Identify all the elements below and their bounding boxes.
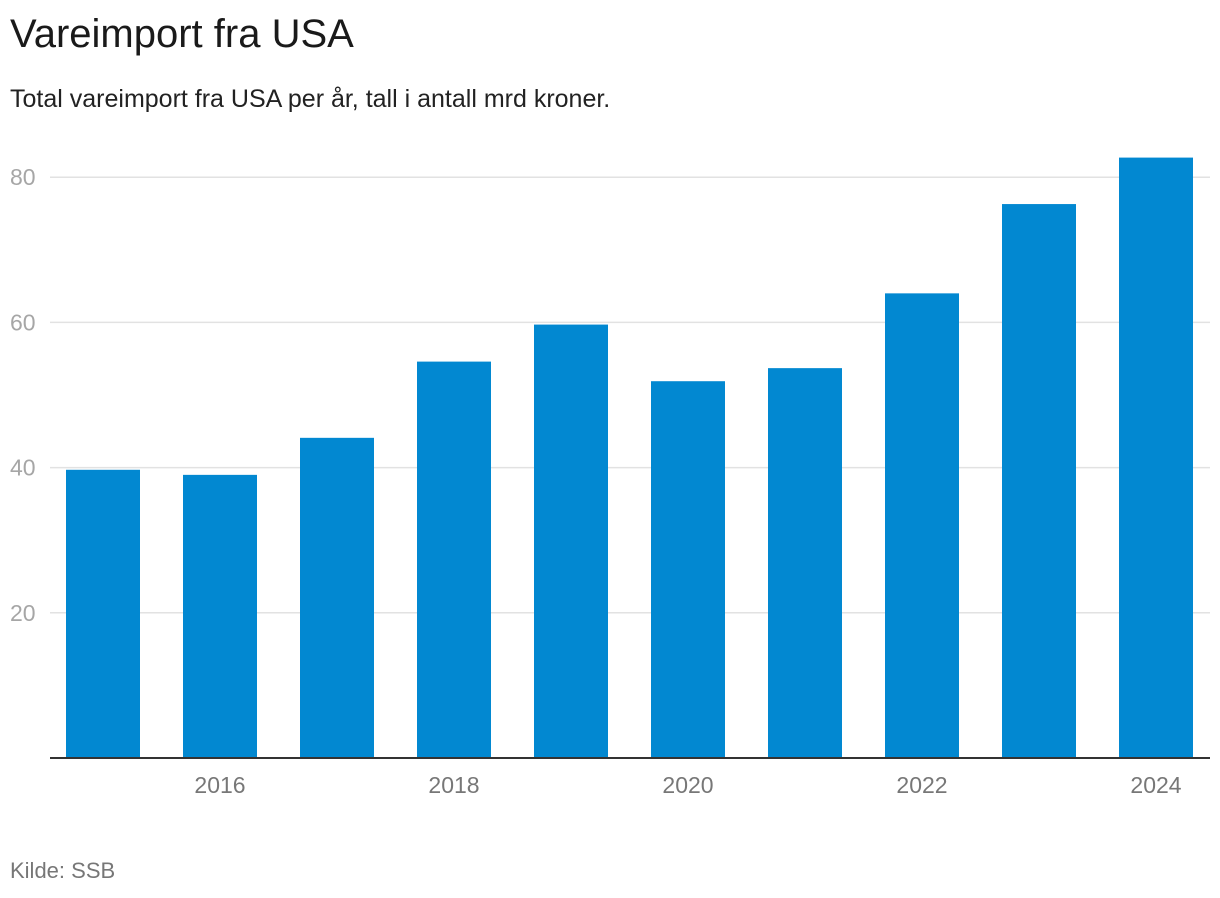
source-note: Kilde: SSB	[10, 858, 116, 883]
bar-2024	[1119, 157, 1193, 758]
y-tick-label-80: 80	[10, 164, 36, 190]
x-tick-label-2024: 2024	[1130, 772, 1181, 798]
x-axis-ticks: 2016 2018 2020 2022 2024	[194, 772, 1181, 798]
bar-2020	[651, 381, 725, 758]
bar-2018	[417, 361, 491, 758]
bar-2023	[1002, 204, 1076, 758]
bar-2021	[768, 368, 842, 758]
x-tick-label-2022: 2022	[896, 772, 947, 798]
bar-2016	[183, 474, 257, 758]
bars	[66, 157, 1193, 758]
x-tick-label-2018: 2018	[428, 772, 479, 798]
x-tick-label-2016: 2016	[194, 772, 245, 798]
bar-2019	[534, 324, 608, 758]
bar-2015	[66, 469, 140, 758]
y-tick-label-40: 40	[10, 455, 36, 481]
y-tick-label-60: 60	[10, 309, 36, 335]
y-tick-label-20: 20	[10, 600, 36, 626]
chart-title: Vareimport fra USA	[10, 12, 354, 56]
bar-2017	[300, 437, 374, 758]
chart-subtitle: Total vareimport fra USA per år, tall i …	[10, 85, 611, 113]
bar-2022	[885, 293, 959, 758]
y-axis-ticks: 20 40 60 80	[10, 164, 36, 626]
x-tick-label-2020: 2020	[662, 772, 713, 798]
